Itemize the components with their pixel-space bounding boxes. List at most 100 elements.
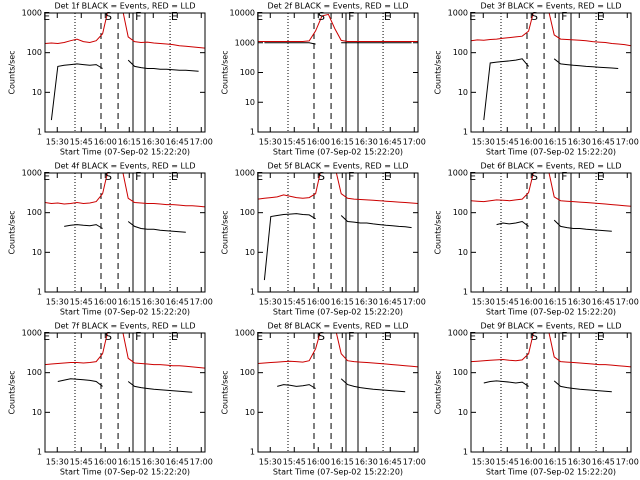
region-label: E xyxy=(256,10,263,23)
region-label: S xyxy=(105,330,112,343)
x-tick-label: 16:45 xyxy=(592,298,615,307)
x-tick-label: 16:30 xyxy=(142,138,165,147)
series-line xyxy=(483,58,529,121)
x-tick-label: 15:30 xyxy=(259,458,282,467)
series-line xyxy=(258,173,418,204)
series-line xyxy=(64,224,103,229)
x-tick-label: 17:00 xyxy=(616,458,639,467)
x-tick-label: 16:00 xyxy=(307,138,330,147)
x-tick-label: 15:45 xyxy=(496,138,519,147)
region-label: F xyxy=(348,330,354,343)
y-tick-label: 1 xyxy=(37,288,42,297)
region-label: S xyxy=(531,330,538,343)
region-label: E xyxy=(43,330,50,343)
y-tick-label: 10000 xyxy=(230,9,255,18)
x-tick-label: 16:15 xyxy=(331,138,354,147)
x-tick-label: 16:00 xyxy=(307,458,330,467)
series-line xyxy=(483,380,529,387)
series-line xyxy=(45,13,205,49)
panel: Det 9f BLACK = Events, RED = LLD Counts/s… xyxy=(434,322,639,477)
x-tick-label: 16:45 xyxy=(592,458,615,467)
x-tick-label: 16:15 xyxy=(544,298,567,307)
y-tick-label: 10 xyxy=(458,408,468,417)
plot-frame xyxy=(257,332,419,453)
x-tick-label: 15:30 xyxy=(472,298,495,307)
plot-frame xyxy=(470,332,632,453)
y-axis-label: Counts/sec xyxy=(221,210,230,254)
series-line xyxy=(340,378,406,393)
x-tick-label: 16:00 xyxy=(307,298,330,307)
chart-title: Det 4f BLACK = Events, RED = LLD xyxy=(54,162,195,171)
y-tick-label: 1000 xyxy=(235,38,255,47)
panel: Det 7f BLACK = Events, RED = LLD Counts/s… xyxy=(8,322,213,477)
region-label: E xyxy=(171,10,178,23)
x-tick-label: 15:45 xyxy=(283,298,306,307)
x-tick-label: 15:45 xyxy=(70,458,93,467)
region-label: E xyxy=(384,10,391,23)
chart-title: Det 3f BLACK = Events, RED = LLD xyxy=(480,2,621,11)
x-tick-label: 15:45 xyxy=(283,138,306,147)
y-tick-label: 100 xyxy=(240,208,255,217)
plot-area xyxy=(471,13,631,132)
y-tick-label: 1 xyxy=(463,448,468,457)
region-label: E xyxy=(171,330,178,343)
plot-area xyxy=(258,13,418,132)
y-tick-label: 1 xyxy=(463,288,468,297)
plot-frame xyxy=(470,12,632,133)
panel: Det 6f BLACK = Events, RED = LLD Counts/s… xyxy=(434,162,639,317)
x-tick-label: 17:00 xyxy=(616,138,639,147)
y-axis-label: Counts/sec xyxy=(8,210,17,254)
x-tick-label: 15:30 xyxy=(472,138,495,147)
x-axis-label: Start Time (07-Sep-02 15:22:20) xyxy=(486,148,616,157)
region-label: F xyxy=(348,170,354,183)
region-label: F xyxy=(348,10,354,23)
chart-title: Det 1f BLACK = Events, RED = LLD xyxy=(54,2,195,11)
plot-area xyxy=(45,173,205,292)
y-tick-label: 10 xyxy=(245,248,255,257)
y-tick-label: 10 xyxy=(245,408,255,417)
x-axis-label: Start Time (07-Sep-02 15:22:20) xyxy=(60,308,190,317)
x-tick-label: 16:30 xyxy=(355,298,378,307)
x-tick-label: 16:45 xyxy=(379,138,402,147)
region-label: S xyxy=(318,170,325,183)
x-tick-label: 15:30 xyxy=(46,458,69,467)
region-label: S xyxy=(318,10,325,23)
x-tick-label: 15:30 xyxy=(46,298,69,307)
y-tick-label: 1 xyxy=(250,128,255,137)
series-line xyxy=(45,333,205,369)
series-line xyxy=(264,42,316,45)
y-axis-label: Counts/sec xyxy=(434,50,443,94)
series-line xyxy=(553,380,612,393)
series-line xyxy=(553,219,612,232)
x-tick-label: 15:45 xyxy=(283,458,306,467)
series-line xyxy=(57,378,103,387)
y-tick-label: 100 xyxy=(453,48,468,57)
chart-title: Det 9f BLACK = Events, RED = LLD xyxy=(480,322,621,331)
plot-area xyxy=(471,333,631,452)
x-tick-label: 16:45 xyxy=(379,298,402,307)
y-tick-label: 1 xyxy=(37,448,42,457)
x-tick-label: 16:00 xyxy=(94,138,117,147)
chart-title: Det 5f BLACK = Events, RED = LLD xyxy=(267,162,408,171)
y-axis-label: Counts/sec xyxy=(8,50,17,94)
y-tick-label: 100 xyxy=(27,208,42,217)
region-label: E xyxy=(384,170,391,183)
region-label: E xyxy=(43,170,50,183)
x-tick-label: 17:00 xyxy=(190,138,213,147)
y-tick-label: 10 xyxy=(245,98,255,107)
series-line xyxy=(471,333,631,368)
plot-frame xyxy=(257,172,419,293)
series-line xyxy=(50,63,103,121)
panel: Det 4f BLACK = Events, RED = LLD Counts/s… xyxy=(8,162,213,317)
region-label: E xyxy=(256,170,263,183)
region-label: S xyxy=(531,10,538,23)
region-label: E xyxy=(171,170,178,183)
plot-frame xyxy=(257,12,419,133)
y-tick-label: 1000 xyxy=(448,9,468,18)
y-tick-label: 1000 xyxy=(235,329,255,338)
x-axis-label: Start Time (07-Sep-02 15:22:20) xyxy=(273,468,403,477)
region-label: F xyxy=(561,330,567,343)
y-axis-label: Counts/sec xyxy=(221,370,230,414)
x-tick-label: 16:00 xyxy=(520,298,543,307)
region-label: E xyxy=(597,170,604,183)
